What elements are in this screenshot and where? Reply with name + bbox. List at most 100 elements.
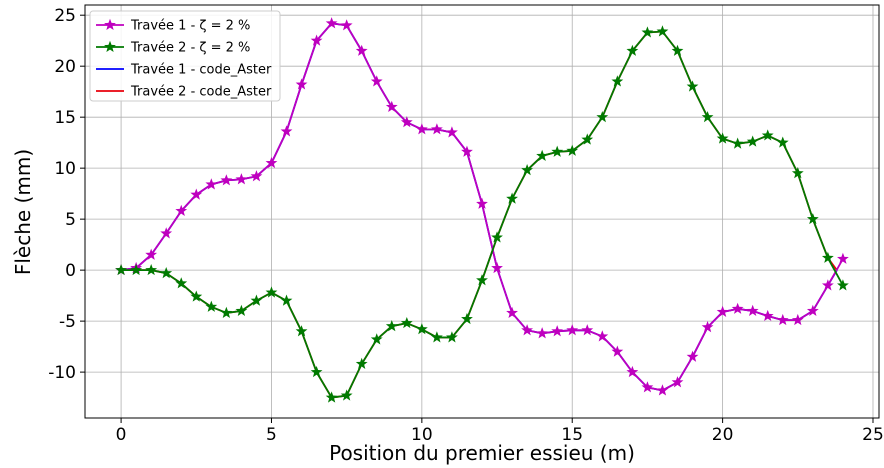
data-point-star xyxy=(491,231,503,243)
data-point-star xyxy=(656,384,669,396)
data-point-star xyxy=(837,279,849,291)
data-point-star xyxy=(265,286,278,298)
data-point-star xyxy=(551,145,564,157)
x-tick-label: 15 xyxy=(561,425,583,445)
data-point-star xyxy=(430,331,443,343)
data-point-star xyxy=(611,75,624,87)
y-tick-label: 20 xyxy=(54,57,76,77)
data-point-star xyxy=(340,389,353,401)
data-point-star xyxy=(506,192,518,204)
series-layer xyxy=(115,17,849,403)
data-point-star xyxy=(551,325,564,337)
data-point-star xyxy=(385,100,398,112)
series-1 xyxy=(115,17,849,396)
data-point-star xyxy=(821,251,834,263)
legend-label: Travée 1 - code_Aster xyxy=(130,63,272,78)
data-point-star xyxy=(716,305,729,317)
data-point-star xyxy=(521,164,534,176)
x-tick-label: 0 xyxy=(116,425,127,445)
x-tick-label: 5 xyxy=(266,425,277,445)
data-point-star xyxy=(415,123,428,135)
data-point-star xyxy=(130,263,143,276)
data-point-star xyxy=(250,170,263,182)
data-point-star xyxy=(776,136,789,148)
data-point-star xyxy=(791,313,804,326)
data-point-star xyxy=(400,116,413,128)
legend-item: Travée 2 - ζ = 2 % xyxy=(96,41,250,56)
data-point-star xyxy=(205,178,218,190)
plot-frame xyxy=(84,4,880,419)
data-point-star xyxy=(716,132,729,144)
data-point-star xyxy=(370,75,383,87)
data-point-star xyxy=(430,123,443,135)
x-tick-label: 20 xyxy=(712,425,734,445)
y-tick-label: 10 xyxy=(54,159,76,179)
data-point-star xyxy=(160,227,173,239)
data-point-star xyxy=(295,78,308,90)
data-point-star xyxy=(806,212,819,225)
grid xyxy=(85,5,879,418)
data-point-star xyxy=(190,188,203,200)
data-point-star xyxy=(235,173,248,185)
data-point-star xyxy=(385,320,398,332)
x-axis-title: Position du premier essieu (m) xyxy=(329,441,635,465)
data-point-star xyxy=(220,174,233,186)
data-point-star xyxy=(641,381,654,393)
data-point-star xyxy=(806,304,819,316)
legend-label: Travée 2 - ζ = 2 % xyxy=(130,41,250,56)
data-point-star xyxy=(461,312,473,325)
data-point-star xyxy=(686,80,699,92)
data-point-star xyxy=(265,156,278,169)
data-point-star xyxy=(626,365,639,378)
data-point-star xyxy=(415,323,428,335)
data-point-star xyxy=(746,304,759,316)
data-point-star xyxy=(310,34,323,46)
data-point-star xyxy=(461,145,473,157)
data-point-star xyxy=(596,110,609,123)
y-tick-label: 5 xyxy=(65,210,76,230)
data-point-star xyxy=(837,252,849,264)
data-point-star xyxy=(596,330,609,342)
data-point-star xyxy=(746,135,759,147)
data-point-star xyxy=(175,204,188,217)
data-point-star xyxy=(581,133,594,145)
data-point-star xyxy=(280,294,293,306)
data-point-star xyxy=(791,167,804,179)
data-point-star xyxy=(160,267,173,279)
data-point-star xyxy=(671,44,684,56)
data-point-star xyxy=(476,274,488,286)
data-point-star xyxy=(340,19,353,31)
data-point-star xyxy=(491,261,503,274)
legend-label: Travée 1 - ζ = 2 % xyxy=(130,19,250,34)
data-point-star xyxy=(626,44,639,56)
data-point-star xyxy=(446,126,458,138)
data-point-star xyxy=(250,294,263,306)
data-point-star xyxy=(536,149,549,161)
data-point-star xyxy=(566,324,579,336)
data-point-star xyxy=(355,44,368,56)
data-point-star xyxy=(295,325,308,337)
data-point-star xyxy=(280,125,293,137)
legend-item: Travée 2 - code_Aster xyxy=(96,85,272,100)
axes: 0 5 10 15 20 25 -10 -5 0 5 10 15 20 25 xyxy=(48,6,884,445)
data-point-star xyxy=(641,26,654,38)
data-point-star xyxy=(821,279,834,291)
data-point-star xyxy=(701,321,714,333)
data-point-star xyxy=(521,324,534,336)
x-tick-label: 25 xyxy=(862,425,884,445)
data-point-star xyxy=(536,327,549,339)
data-point-star xyxy=(611,345,624,357)
legend-star-marker xyxy=(104,40,116,53)
legend-item: Travée 1 - code_Aster xyxy=(96,63,272,78)
data-point-star xyxy=(686,350,699,362)
data-point-star xyxy=(325,17,338,29)
data-point-star xyxy=(205,300,218,312)
series-2 xyxy=(115,25,849,403)
data-point-star xyxy=(325,391,338,403)
data-point-star xyxy=(731,302,744,314)
data-point-star xyxy=(145,248,158,260)
data-point-star xyxy=(145,263,158,276)
data-point-star xyxy=(235,304,248,316)
